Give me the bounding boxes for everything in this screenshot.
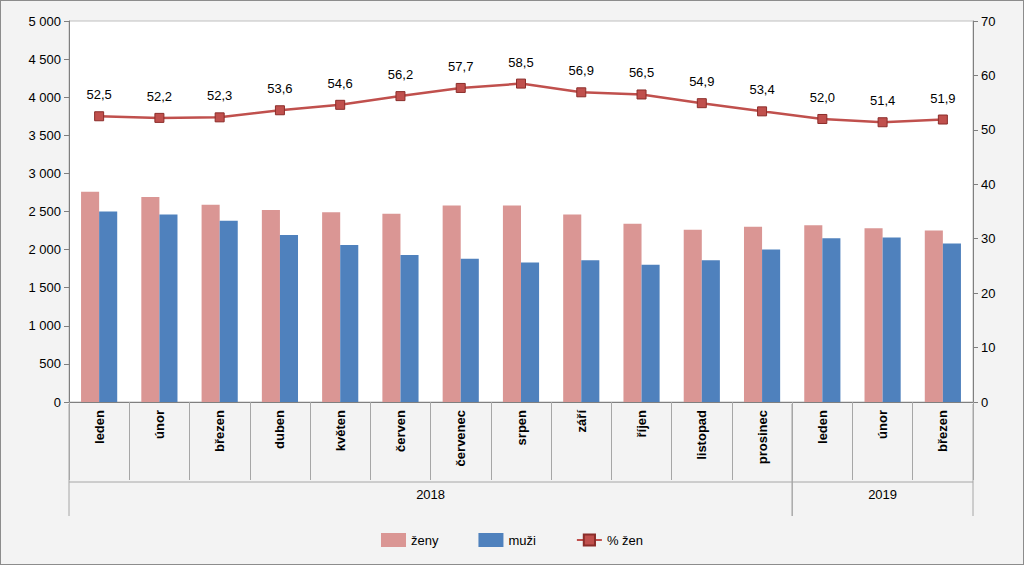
svg-text:listopad: listopad [694,410,709,460]
svg-text:duben: duben [272,410,287,449]
svg-text:1 500: 1 500 [28,280,61,295]
svg-text:březen: březen [212,410,227,452]
svg-text:52,3: 52,3 [207,88,232,103]
svg-text:51,4: 51,4 [870,93,895,108]
svg-text:3 500: 3 500 [28,128,61,143]
svg-text:53,4: 53,4 [749,82,774,97]
svg-text:51,9: 51,9 [930,91,955,106]
svg-text:5 000: 5 000 [28,14,61,29]
svg-text:52,5: 52,5 [86,87,111,102]
svg-text:40: 40 [981,177,995,192]
svg-text:56,9: 56,9 [569,63,594,78]
svg-text:500: 500 [39,356,61,371]
svg-text:57,7: 57,7 [448,59,473,74]
svg-text:leden: leden [92,410,107,444]
svg-text:53,6: 53,6 [267,81,292,96]
svg-text:2 000: 2 000 [28,242,61,257]
svg-text:56,2: 56,2 [388,67,413,82]
svg-text:červenec: červenec [453,410,468,466]
svg-text:červen: červen [393,410,408,452]
svg-text:ženy: ženy [411,533,439,548]
svg-text:prosinec: prosinec [755,410,770,464]
svg-text:březen: březen [935,410,950,452]
svg-text:52,0: 52,0 [810,90,835,105]
svg-text:60: 60 [981,68,995,83]
svg-text:70: 70 [981,14,995,29]
svg-text:2019: 2019 [868,487,897,502]
svg-text:20: 20 [981,286,995,301]
svg-text:3 000: 3 000 [28,166,61,181]
svg-text:květen: květen [333,410,348,451]
svg-text:muži: muži [508,533,536,548]
svg-text:1 000: 1 000 [28,318,61,333]
svg-text:4 500: 4 500 [28,52,61,67]
svg-text:0: 0 [981,395,988,410]
svg-text:srpen: srpen [514,410,529,445]
svg-text:56,5: 56,5 [629,65,654,80]
svg-text:2 500: 2 500 [28,204,61,219]
svg-text:2018: 2018 [416,487,445,502]
svg-text:0: 0 [54,395,61,410]
svg-text:% žen: % žen [607,533,643,548]
svg-text:10: 10 [981,340,995,355]
svg-text:září: září [574,410,589,433]
svg-text:únor: únor [875,410,890,439]
svg-text:30: 30 [981,231,995,246]
svg-text:únor: únor [152,410,167,439]
svg-text:leden: leden [815,410,830,444]
svg-text:říjen: říjen [634,410,649,438]
svg-text:50: 50 [981,122,995,137]
svg-text:52,2: 52,2 [147,89,172,104]
svg-text:4 000: 4 000 [28,90,61,105]
svg-text:54,9: 54,9 [689,74,714,89]
svg-text:54,6: 54,6 [328,76,353,91]
svg-text:58,5: 58,5 [508,55,533,70]
